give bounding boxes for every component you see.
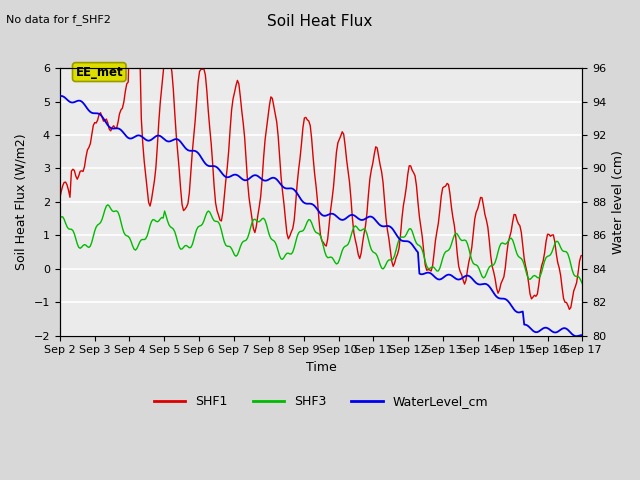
Y-axis label: Water level (cm): Water level (cm) [612,150,625,254]
Y-axis label: Soil Heat Flux (W/m2): Soil Heat Flux (W/m2) [15,133,28,270]
Text: Soil Heat Flux: Soil Heat Flux [268,14,372,29]
Text: No data for f_SHF2: No data for f_SHF2 [6,14,111,25]
X-axis label: Time: Time [306,361,337,374]
Text: EE_met: EE_met [76,66,123,79]
Legend: SHF1, SHF3, WaterLevel_cm: SHF1, SHF3, WaterLevel_cm [149,390,493,413]
